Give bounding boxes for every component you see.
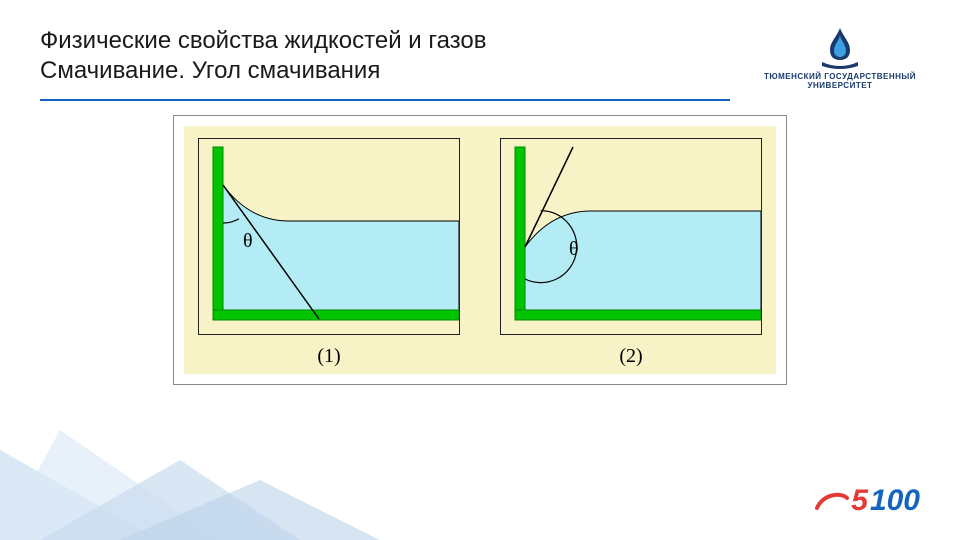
panel: θ (1) <box>198 138 460 368</box>
wetting-diagram: θ <box>500 138 762 335</box>
university-logo: ТЮМЕНСКИЙ ГОСУДАРСТВЕННЫЙ УНИВЕРСИТЕТ <box>760 26 920 91</box>
panels-row: θ (1) θ (2) <box>184 126 776 374</box>
figure-container: θ (1) θ (2) <box>0 115 960 385</box>
slide-header: Физические свойства жидкостей и газов См… <box>0 0 960 99</box>
svg-text:θ: θ <box>243 230 253 252</box>
header-rule <box>40 99 730 101</box>
title-line-1: Физические свойства жидкостей и газов <box>40 26 487 56</box>
panel-caption: (2) <box>619 345 642 368</box>
swoosh-icon <box>815 486 849 516</box>
svg-text:θ: θ <box>569 238 579 260</box>
title-block: Физические свойства жидкостей и газов См… <box>40 26 487 86</box>
wetting-diagram: θ <box>198 138 460 335</box>
contact-angle-figure: θ (1) θ (2) <box>173 115 787 385</box>
flame-icon <box>816 26 864 70</box>
badge-hundred: 100 <box>870 484 920 518</box>
title-line-2: Смачивание. Угол смачивания <box>40 56 487 86</box>
project-5-100-badge: 5 100 <box>815 484 920 518</box>
badge-five: 5 <box>851 484 868 518</box>
footer-triangles-decor <box>0 400 420 540</box>
logo-caption: ТЮМЕНСКИЙ ГОСУДАРСТВЕННЫЙ УНИВЕРСИТЕТ <box>764 73 916 91</box>
panel: θ (2) <box>500 138 762 368</box>
panel-caption: (1) <box>317 345 340 368</box>
